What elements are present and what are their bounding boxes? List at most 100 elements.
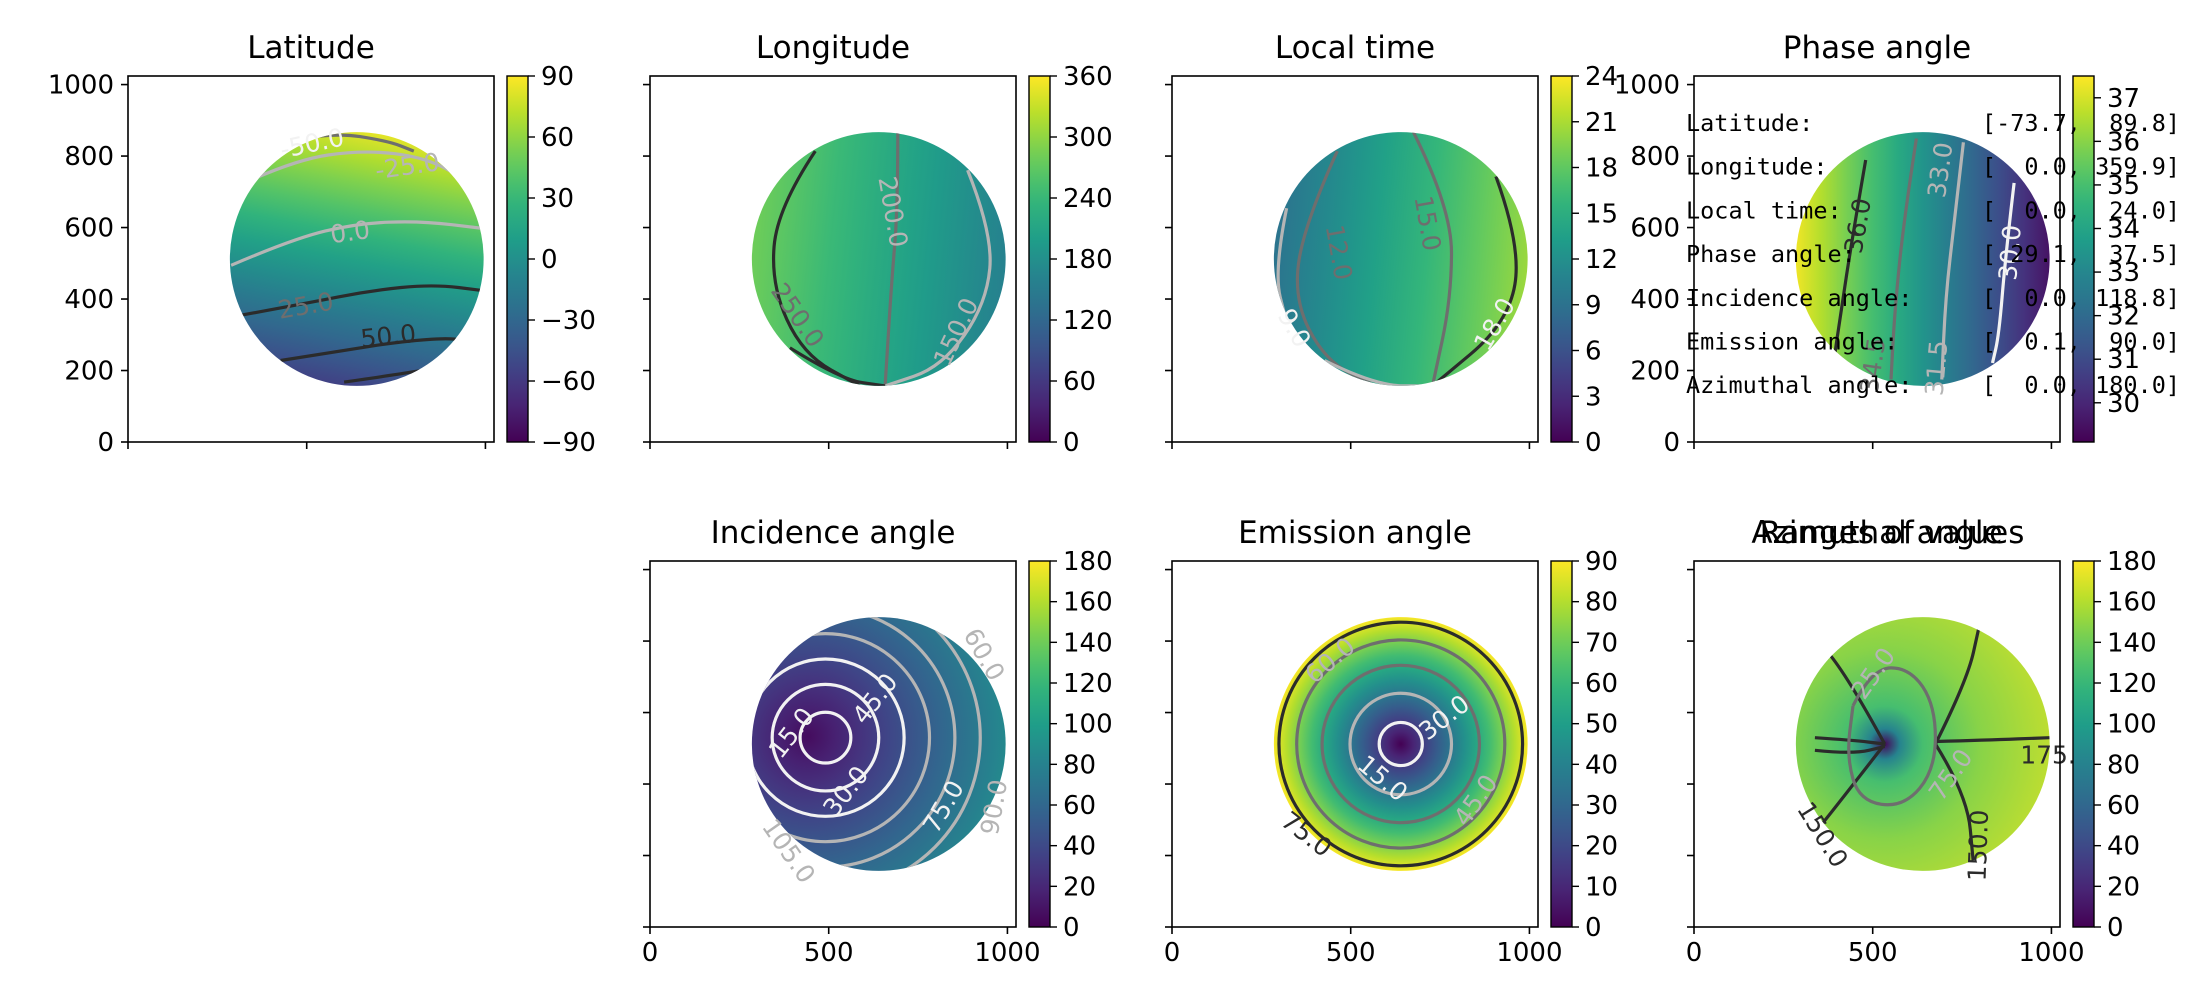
contour-label: 30.0 [1993,224,2027,282]
colorbar-tick-label: 40 [2107,832,2140,862]
colorbar [2072,75,2095,443]
range-value: [ 0.1, 90.0] [1982,328,2180,356]
colorbar-tick-label: 100 [2107,710,2157,740]
colorbar-tick-label: 60 [1063,791,1096,821]
colorbar-tick-label: 80 [1063,750,1096,780]
range-name: Azimuthal angle: [1686,371,1912,399]
colorbar-tick-label: −30 [541,306,596,336]
data-disc [229,132,484,386]
range-value: [-73.7, 89.8] [1982,109,2180,137]
colorbar-tick-label: 160 [1063,588,1113,618]
colorbar-tick-label: 21 [1585,108,1618,138]
data-disc [1273,132,1528,386]
y-tick-label: 400 [1630,285,1680,315]
range-name: Longitude: [1686,153,1827,181]
contour-line [1990,182,2016,364]
colorbar [1028,560,1051,928]
contour-label: 50.0 [359,319,417,354]
x-tick-label: 0 [642,938,659,968]
colorbar-tick-label: 120 [2107,669,2157,699]
panel-title: Local time [1275,30,1435,66]
contour-line [1377,720,1424,768]
colorbar-tick-label: 24 [1585,62,1618,92]
colorbar-tick-label: 37 [2107,84,2140,114]
colorbar [1028,75,1051,443]
contour-line [789,346,886,386]
y-tick-label: 1000 [48,71,114,101]
contour-line [1814,744,1886,754]
range-name: Incidence angle: [1686,284,1912,312]
colorbar-tick-label: 120 [1063,306,1113,336]
contour-lines [1277,620,1525,868]
x-tick-label: 0 [1686,938,1703,968]
data-disc [1273,617,1528,871]
colorbar-tick-label: 34 [2107,215,2140,245]
panel-title: Latitude [247,30,375,66]
contour-line [1847,666,1938,807]
contour-line [1411,132,1454,386]
contour-line [798,710,853,765]
contour-lines [772,132,992,386]
colorbar [1550,75,1573,443]
contour-line [772,150,861,386]
colorbar-tick-label: 0 [541,245,558,275]
panel-title: Phase angle [1783,30,1971,66]
colorbar [2072,560,2095,928]
x-tick-label: 500 [1848,938,1898,968]
colorbar-tick-label: 120 [1063,669,1113,699]
contour-line [884,169,992,386]
contour-line [770,682,881,793]
contour-label: 0.0 [328,215,371,249]
x-tick-label: 500 [1326,938,1376,968]
axes-frame [1693,75,2061,443]
x-tick-label: 1000 [974,938,1040,968]
y-tick-label: 200 [64,357,114,387]
panel-title: Azimuthal angle [1751,515,2002,551]
range-name: Emission angle: [1686,328,1898,356]
contour-line [1933,623,1982,745]
contour-line [1889,138,1918,380]
colorbar-tick-label: 30 [541,184,574,214]
range-value: [ 0.0, 359.9] [1982,153,2180,181]
axes-frame [1171,560,1539,928]
contour-line [1832,159,1868,361]
colorbar-tick-label: 33 [2107,258,2140,288]
colorbar-tick-label: 180 [1063,547,1113,577]
colorbar-tick-label: 10 [1585,872,1618,902]
ranges-table: Ranges of values Latitude: [-73.7, 89.8] Lo… [1686,109,2180,551]
y-tick-label: 800 [1630,142,1680,172]
panel-lon: Longitude250.0200.0150.03603002401801206… [643,30,1113,458]
contour-line [1320,663,1482,825]
colorbar-tick-label: 12 [1585,245,1618,275]
contour-line [751,657,906,818]
colorbar-tick-label: 100 [1063,710,1113,740]
colorbar-tick-label: 80 [1585,588,1618,618]
colorbar-tick-label: 3 [1585,382,1602,412]
colorbar-tick-label: 0 [1063,913,1080,943]
colorbar-tick-label: 300 [1063,123,1113,153]
colorbar-tick-label: 140 [2107,628,2157,658]
colorbar-tick-label: 240 [1063,184,1113,214]
contour-line [883,132,900,386]
y-tick-label: 0 [97,428,114,458]
contour-line [235,284,484,318]
range-value: [ 0.0, 180.0] [1982,371,2180,399]
colorbar-tick-label: 80 [2107,750,2140,780]
colorbar-tick-label: 40 [1063,832,1096,862]
range-value: [ 0.0, 118.8] [1982,284,2180,312]
range-value: [ 0.0, 24.0] [1982,196,2180,224]
panel-lat: Latitude-50.0-25.00.025.050.002004006008… [48,30,596,458]
contour-line [1940,142,1965,380]
colorbar-tick-label: 31 [2107,345,2140,375]
colorbar-tick-label: 20 [1063,872,1096,902]
colorbar-tick-label: 36 [2107,127,2140,157]
colorbar-tick-label: 180 [1063,245,1113,275]
contour-label: 31.5 [1920,339,1954,397]
colorbar-tick-label: 180 [2107,547,2157,577]
colorbar-tick-label: 0 [2107,913,2124,943]
y-tick-label: 600 [1630,214,1680,244]
colorbar-tick-label: 30 [1585,791,1618,821]
colorbar [1550,560,1573,928]
